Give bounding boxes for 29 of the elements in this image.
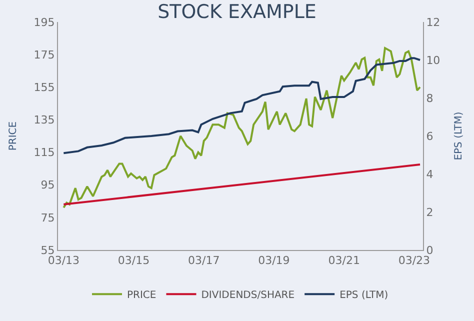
x-tick-label: 03/15 — [118, 254, 150, 268]
y2-tick-label: 12 — [426, 16, 440, 29]
x-tick-label: 03/13 — [48, 254, 80, 268]
y-tick-label: 75 — [40, 211, 55, 224]
x-tick-label: 03/17 — [188, 254, 220, 268]
y2-tick-label: 0 — [426, 244, 434, 257]
line-series — [62, 47, 422, 209]
y-tick-label: 55 — [40, 244, 55, 257]
y2-tick-label: 10 — [426, 54, 440, 67]
y-tick-label: 115 — [34, 146, 55, 160]
y-tick-label: 175 — [34, 48, 55, 62]
y-tick-label: 135 — [34, 114, 55, 127]
chart-title: STOCK EXAMPLE — [158, 1, 316, 24]
legend-label: DIVIDENDS/SHARE — [201, 290, 295, 302]
legend-label: PRICE — [127, 290, 156, 302]
y2-axis-title: EPS (LTM) — [454, 112, 465, 160]
y2-tick-label: 4 — [426, 168, 434, 181]
y-tick-label: 95 — [40, 178, 55, 192]
x-tick-label: 03/23 — [398, 254, 430, 268]
y-tick-label: 155 — [34, 80, 55, 94]
line-series — [62, 57, 422, 154]
y2-tick-label: 6 — [426, 130, 434, 143]
y2-tick-label: 2 — [426, 206, 434, 219]
x-tick-label: 03/21 — [328, 254, 360, 268]
x-tick-label: 03/19 — [258, 254, 290, 268]
legend-label: EPS (LTM) — [340, 290, 388, 302]
y-axis-title: PRICE — [8, 121, 19, 151]
y-tick-label: 195 — [34, 16, 55, 29]
y2-tick-label: 8 — [426, 92, 434, 105]
